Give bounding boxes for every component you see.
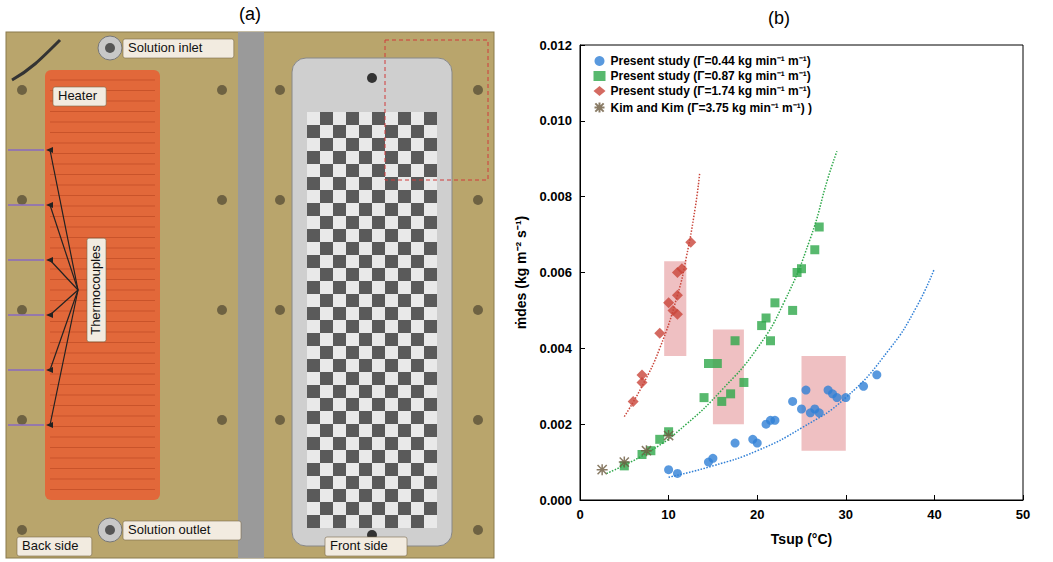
svg-text:Front side: Front side	[330, 538, 388, 553]
svg-text:(b): (b)	[768, 8, 790, 28]
svg-text:ṁdes (kg m⁻² s⁻¹): ṁdes (kg m⁻² s⁻¹)	[513, 216, 529, 329]
svg-text:20: 20	[750, 507, 764, 522]
svg-text:0.002: 0.002	[539, 417, 572, 432]
svg-text:0.006: 0.006	[539, 265, 572, 280]
svg-text:40: 40	[927, 507, 941, 522]
svg-text:Solution inlet: Solution inlet	[128, 40, 203, 55]
svg-text:Back side: Back side	[22, 538, 78, 553]
svg-text:Solution outlet: Solution outlet	[128, 522, 211, 537]
svg-text:Thermocouples: Thermocouples	[88, 245, 103, 335]
svg-text:50: 50	[1016, 507, 1030, 522]
svg-text:0.012: 0.012	[539, 38, 572, 53]
svg-text:30: 30	[839, 507, 853, 522]
svg-text:Present study (Γ=1.74 kg min⁻¹: Present study (Γ=1.74 kg min⁻¹ m⁻¹)	[611, 84, 811, 98]
svg-text:(a): (a)	[239, 4, 261, 24]
svg-text:10: 10	[661, 507, 675, 522]
svg-text:Present study (Γ=0.87 kg min⁻¹: Present study (Γ=0.87 kg min⁻¹ m⁻¹)	[611, 69, 811, 83]
svg-text:0.010: 0.010	[539, 113, 572, 128]
svg-text:0: 0	[576, 507, 583, 522]
svg-text:0.008: 0.008	[539, 189, 572, 204]
svg-text:Kim and Kim (Γ=3.75 kg min⁻¹ m: Kim and Kim (Γ=3.75 kg min⁻¹ m⁻¹) )	[611, 101, 813, 115]
svg-text:Tsup (°C): Tsup (°C)	[771, 531, 832, 547]
svg-text:Present study (Γ=0.44 kg min⁻¹: Present study (Γ=0.44 kg min⁻¹ m⁻¹)	[611, 54, 811, 68]
svg-text:Heater: Heater	[58, 88, 98, 103]
svg-text:0.004: 0.004	[539, 341, 572, 356]
svg-text:0.000: 0.000	[539, 493, 572, 508]
